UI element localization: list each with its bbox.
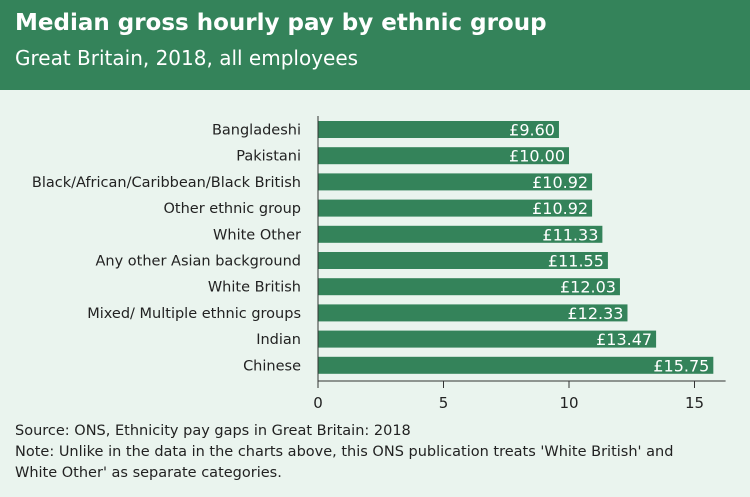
bar: [318, 330, 657, 348]
category-label: White Other: [213, 227, 301, 243]
category-label: Chinese: [243, 358, 301, 374]
category-label: Mixed/ Multiple ethnic groups: [87, 306, 301, 322]
data-label: £10.92: [532, 199, 588, 218]
x-tick-label: 10: [559, 394, 578, 412]
category-label: Any other Asian background: [96, 254, 302, 270]
data-label: £11.33: [542, 225, 598, 244]
bar: [318, 304, 628, 322]
data-label: £12.03: [560, 278, 616, 297]
category-label: Bangladeshi: [212, 123, 301, 139]
source-text: Source: ONS, Ethnicity pay gaps in Great…: [15, 423, 411, 439]
x-tick-label: 0: [313, 394, 323, 412]
bar: [318, 278, 620, 296]
data-label: £10.00: [509, 147, 565, 166]
chart-title: Median gross hourly pay by ethnic group: [15, 10, 547, 36]
bar: [318, 252, 608, 269]
chart-footer: Source: ONS, Ethnicity pay gaps in Great…: [15, 421, 740, 484]
data-label: £15.75: [653, 356, 709, 375]
category-label: Indian: [256, 332, 301, 348]
category-label: Other ethnic group: [164, 201, 302, 217]
data-label: £11.55: [548, 252, 604, 271]
data-label: £10.92: [532, 173, 588, 192]
category-label: Pakistani: [236, 149, 301, 165]
data-label: £12.33: [567, 304, 623, 323]
bar: [318, 199, 593, 217]
data-label: £9.60: [509, 121, 555, 140]
bar: [318, 225, 603, 243]
note-text-line-2: White Other' as separate categories.: [15, 465, 282, 481]
note-text-line-1: Note: Unlike in the data in the charts a…: [15, 444, 674, 460]
bar: [318, 147, 569, 165]
bar: [318, 173, 593, 191]
bar: [318, 121, 559, 138]
bar: [318, 356, 714, 374]
x-tick-label: 15: [685, 394, 704, 412]
category-label: White British: [208, 280, 301, 296]
chart-header: Median gross hourly pay by ethnic group …: [0, 0, 750, 90]
x-tick-label: 5: [439, 394, 449, 412]
data-label: £13.47: [596, 330, 652, 349]
chart-subtitle: Great Britain, 2018, all employees: [15, 46, 359, 70]
category-label: Black/African/Caribbean/Black British: [32, 175, 301, 191]
